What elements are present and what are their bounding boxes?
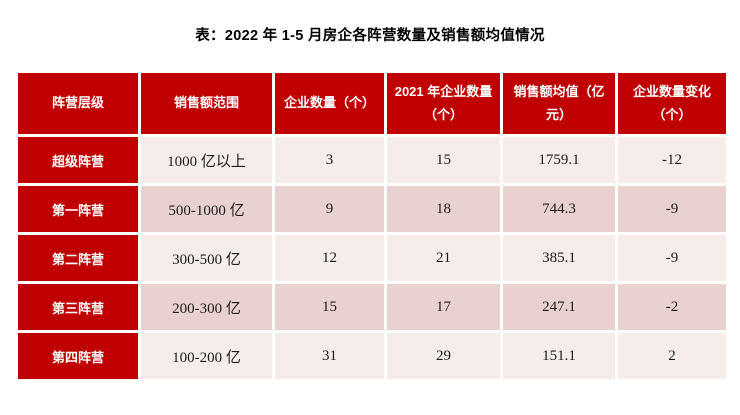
company-count-2021-cell: 17 bbox=[387, 284, 500, 330]
company-count-2021-cell: 29 bbox=[387, 333, 500, 379]
sales-range-cell: 500-1000 亿 bbox=[141, 186, 272, 232]
count-change-cell: -9 bbox=[618, 186, 726, 232]
header-cell-avg-sales: 销售额均值（亿元） bbox=[503, 73, 615, 134]
table-row: 第三阵营 200-300 亿 15 17 247.1 -2 bbox=[18, 284, 726, 330]
table-row: 第四阵营 100-200 亿 31 29 151.1 2 bbox=[18, 333, 726, 379]
header-cell-tier: 阵营层级 bbox=[18, 73, 138, 134]
company-count-cell: 9 bbox=[275, 186, 384, 232]
table-body: 超级阵营 1000 亿以上 3 15 1759.1 -12 第一阵营 500-1… bbox=[18, 137, 726, 379]
sales-range-cell: 200-300 亿 bbox=[141, 284, 272, 330]
company-count-2021-cell: 15 bbox=[387, 137, 500, 183]
company-count-2021-cell: 21 bbox=[387, 235, 500, 281]
avg-sales-cell: 247.1 bbox=[503, 284, 615, 330]
tier-cell: 第四阵营 bbox=[18, 333, 138, 379]
header-cell-sales-range: 销售额范围 bbox=[141, 73, 272, 134]
tier-cell: 第三阵营 bbox=[18, 284, 138, 330]
tier-cell: 第一阵营 bbox=[18, 186, 138, 232]
camp-stats-table: 阵营层级 销售额范围 企业数量（个） 2021 年企业数量（个） 销售额均值（亿… bbox=[15, 70, 729, 382]
tier-cell: 超级阵营 bbox=[18, 137, 138, 183]
header-cell-company-count: 企业数量（个） bbox=[275, 73, 384, 134]
table-row: 第一阵营 500-1000 亿 9 18 744.3 -9 bbox=[18, 186, 726, 232]
header-cell-count-change: 企业数量变化（个） bbox=[618, 73, 726, 134]
camp-table-container: 阵营层级 销售额范围 企业数量（个） 2021 年企业数量（个） 销售额均值（亿… bbox=[15, 70, 732, 382]
company-count-cell: 15 bbox=[275, 284, 384, 330]
company-count-cell: 3 bbox=[275, 137, 384, 183]
company-count-cell: 12 bbox=[275, 235, 384, 281]
table-header: 阵营层级 销售额范围 企业数量（个） 2021 年企业数量（个） 销售额均值（亿… bbox=[18, 73, 726, 134]
avg-sales-cell: 151.1 bbox=[503, 333, 615, 379]
header-row: 阵营层级 销售额范围 企业数量（个） 2021 年企业数量（个） 销售额均值（亿… bbox=[18, 73, 726, 134]
header-cell-company-count-2021: 2021 年企业数量（个） bbox=[387, 73, 500, 134]
page-title: 表：2022 年 1-5 月房企各阵营数量及销售额均值情况 bbox=[195, 28, 545, 44]
company-count-cell: 31 bbox=[275, 333, 384, 379]
count-change-cell: -9 bbox=[618, 235, 726, 281]
count-change-cell: 2 bbox=[618, 333, 726, 379]
count-change-cell: -2 bbox=[618, 284, 726, 330]
company-count-2021-cell: 18 bbox=[387, 186, 500, 232]
table-row: 第二阵营 300-500 亿 12 21 385.1 -9 bbox=[18, 235, 726, 281]
avg-sales-cell: 385.1 bbox=[503, 235, 615, 281]
sales-range-cell: 100-200 亿 bbox=[141, 333, 272, 379]
count-change-cell: -12 bbox=[618, 137, 726, 183]
avg-sales-cell: 744.3 bbox=[503, 186, 615, 232]
table-row: 超级阵营 1000 亿以上 3 15 1759.1 -12 bbox=[18, 137, 726, 183]
avg-sales-cell: 1759.1 bbox=[503, 137, 615, 183]
sales-range-cell: 1000 亿以上 bbox=[141, 137, 272, 183]
sales-range-cell: 300-500 亿 bbox=[141, 235, 272, 281]
tier-cell: 第二阵营 bbox=[18, 235, 138, 281]
